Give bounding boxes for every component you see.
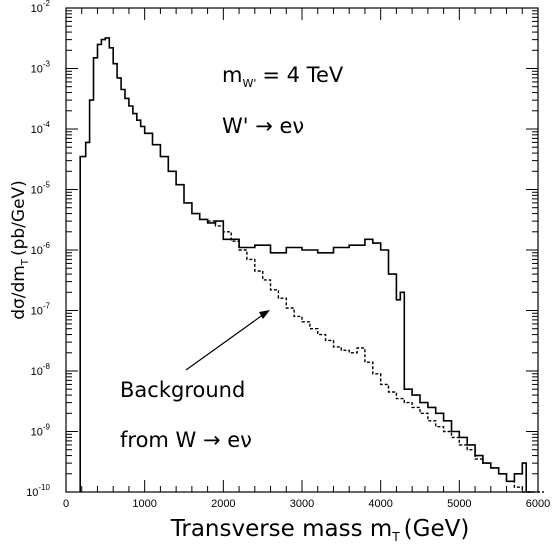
annotation-arrow (185, 313, 265, 371)
x-tick-label: 2000 (211, 498, 235, 510)
mass-annotation: mW' = 4 TeV (222, 63, 344, 90)
x-tick-labels: 0 1000 2000 3000 4000 5000 6000 (63, 498, 550, 510)
y-tick-label: 10-8 (31, 362, 51, 378)
series-layer (79, 37, 544, 493)
y-axis-title: dσ/dmT(pb/GeV) (9, 180, 31, 320)
y-tick-label: 10-9 (31, 423, 51, 439)
x-tick-label: 1000 (132, 498, 156, 510)
x-axis-title: Transverse mass mT (GeV) (170, 516, 470, 544)
y-tick-label: 10-5 (31, 181, 51, 197)
axis-ticks (65, 7, 539, 493)
x-tick-label: 3000 (290, 498, 314, 510)
x-tick-label: 4000 (368, 498, 392, 510)
y-tick-label: 10-10 (26, 483, 50, 499)
background-annotation-line1: Background (120, 378, 245, 402)
annotation-arrowhead (259, 310, 270, 319)
y-tick-label: 10-6 (31, 241, 51, 257)
x-tick-label: 5000 (447, 498, 471, 510)
x-tick-label: 0 (63, 498, 69, 510)
signal-series-line (79, 37, 533, 493)
y-tick-labels: 10-10 10-9 10-8 10-7 10-6 10-5 10-4 10-3 10-2 (26, 0, 50, 499)
decay-annotation: W' → eν (222, 114, 304, 138)
background-annotation-line2: from W → eν (120, 428, 252, 452)
y-tick-label: 10-7 (31, 302, 51, 318)
y-tick-label: 10-4 (31, 120, 51, 136)
background-series-line (207, 220, 544, 493)
x-tick-label: 6000 (526, 498, 550, 510)
y-tick-label: 10-3 (31, 60, 51, 76)
y-tick-label: 10-2 (31, 0, 51, 15)
